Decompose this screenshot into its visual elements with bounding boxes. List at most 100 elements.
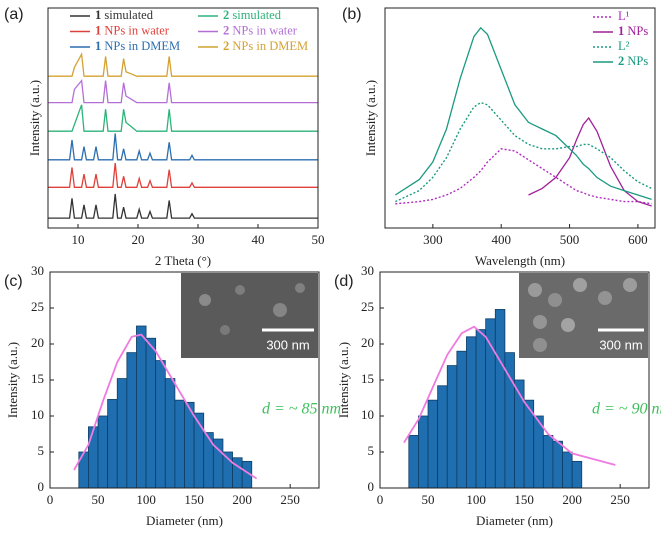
plot-frame xyxy=(47,7,319,229)
plot-frame xyxy=(379,271,650,489)
particle xyxy=(295,283,305,293)
series-line xyxy=(394,26,652,201)
bar xyxy=(126,352,137,489)
plot-frame xyxy=(384,7,656,229)
x-axis-title: Diameter (nm) xyxy=(146,513,223,528)
x-tick-label: 100 xyxy=(466,492,486,507)
x-tick-label: 40 xyxy=(252,232,265,247)
x-tick-label: 600 xyxy=(628,232,648,247)
x-tick-label: 400 xyxy=(491,232,511,247)
bar xyxy=(116,378,128,489)
x-tick-label: 500 xyxy=(560,232,580,247)
legend-label: 1 NPs xyxy=(618,24,648,38)
bar xyxy=(514,379,525,489)
series-line xyxy=(48,193,318,219)
bar xyxy=(562,451,573,489)
annotation: d = ~ 90 nm xyxy=(592,401,661,418)
particle xyxy=(220,325,230,335)
bar xyxy=(552,440,563,489)
y-axis-title: Intensity (a.u.) xyxy=(363,80,378,156)
bar xyxy=(164,378,176,489)
y-tick-label: 20 xyxy=(361,335,374,350)
x-tick-label: 200 xyxy=(562,492,582,507)
y-axis-title: Intensity (a.u.) xyxy=(5,342,20,418)
x-tick-label: 20 xyxy=(132,232,145,247)
bar xyxy=(174,399,185,489)
bar xyxy=(88,426,99,489)
series-line xyxy=(48,78,318,104)
bar xyxy=(466,336,477,489)
legend-label: 2 NPs in DMEM xyxy=(223,39,308,53)
bar xyxy=(427,399,439,489)
particle xyxy=(623,278,637,292)
x-axis-title: Diameter (nm) xyxy=(476,513,553,528)
series-line xyxy=(528,116,652,207)
bar xyxy=(408,435,419,489)
series-line xyxy=(395,101,652,203)
series-line xyxy=(48,52,318,77)
bar xyxy=(456,350,467,489)
bar xyxy=(475,329,487,489)
series-line xyxy=(48,163,318,188)
bar xyxy=(136,325,147,489)
x-axis-title: Wavelength (nm) xyxy=(475,253,565,268)
series-line xyxy=(48,104,318,132)
x-tick-label: 150 xyxy=(514,492,534,507)
sem-inset-d: 300 nm xyxy=(519,273,648,358)
panel-label: (c) xyxy=(4,273,23,290)
bar xyxy=(155,360,166,489)
particle xyxy=(548,293,562,307)
particle xyxy=(235,285,245,295)
x-tick-label: 30 xyxy=(192,232,205,247)
legend-label: L² xyxy=(618,39,630,53)
fit-curve xyxy=(403,325,616,466)
particle xyxy=(273,303,287,317)
y-tick-label: 5 xyxy=(38,443,45,458)
bar xyxy=(203,432,214,489)
particle xyxy=(598,291,612,305)
x-tick-label: 10 xyxy=(72,232,85,247)
legend-label: L¹ xyxy=(618,9,630,23)
particle xyxy=(561,318,575,332)
y-tick-label: 5 xyxy=(368,443,375,458)
particle xyxy=(199,294,211,306)
scale-label: 300 nm xyxy=(266,337,309,352)
y-tick-label: 0 xyxy=(38,479,45,494)
y-axis-title: Intensity (a.u.) xyxy=(336,342,351,418)
y-tick-label: 30 xyxy=(361,263,374,278)
series-line xyxy=(395,148,652,205)
bar xyxy=(97,415,109,489)
bar xyxy=(418,415,429,489)
x-tick-label: 0 xyxy=(47,492,54,507)
y-tick-label: 0 xyxy=(368,479,375,494)
x-tick-label: 0 xyxy=(377,492,384,507)
bar xyxy=(145,337,157,489)
legend-label: 2 NPs xyxy=(618,54,648,68)
x-tick-label: 150 xyxy=(184,492,204,507)
bar xyxy=(437,385,448,489)
x-tick-label: 200 xyxy=(232,492,252,507)
particle xyxy=(533,315,547,329)
scale-label: 300 nm xyxy=(599,337,642,352)
y-tick-label: 10 xyxy=(31,407,44,422)
x-tick-label: 250 xyxy=(610,492,630,507)
bar xyxy=(446,365,458,489)
y-tick-label: 15 xyxy=(31,371,44,386)
legend-label: 1 NPs in DMEM xyxy=(95,39,180,53)
particle xyxy=(528,283,542,297)
annotation: d = ~ 85 nm xyxy=(262,401,341,418)
x-tick-label: 250 xyxy=(280,492,300,507)
bar xyxy=(494,309,506,489)
panel-label: (b) xyxy=(342,6,362,23)
legend-label: 1 NPs in water xyxy=(95,23,170,37)
x-tick-label: 50 xyxy=(92,492,105,507)
y-tick-label: 25 xyxy=(361,299,374,314)
x-axis-title: 2 Theta (°) xyxy=(155,253,211,268)
plot-frame xyxy=(49,271,320,489)
legend-label: 2 NPs in water xyxy=(223,23,298,37)
x-tick-label: 100 xyxy=(136,492,156,507)
bar xyxy=(542,435,554,489)
bar xyxy=(232,457,243,489)
bar xyxy=(107,399,118,489)
